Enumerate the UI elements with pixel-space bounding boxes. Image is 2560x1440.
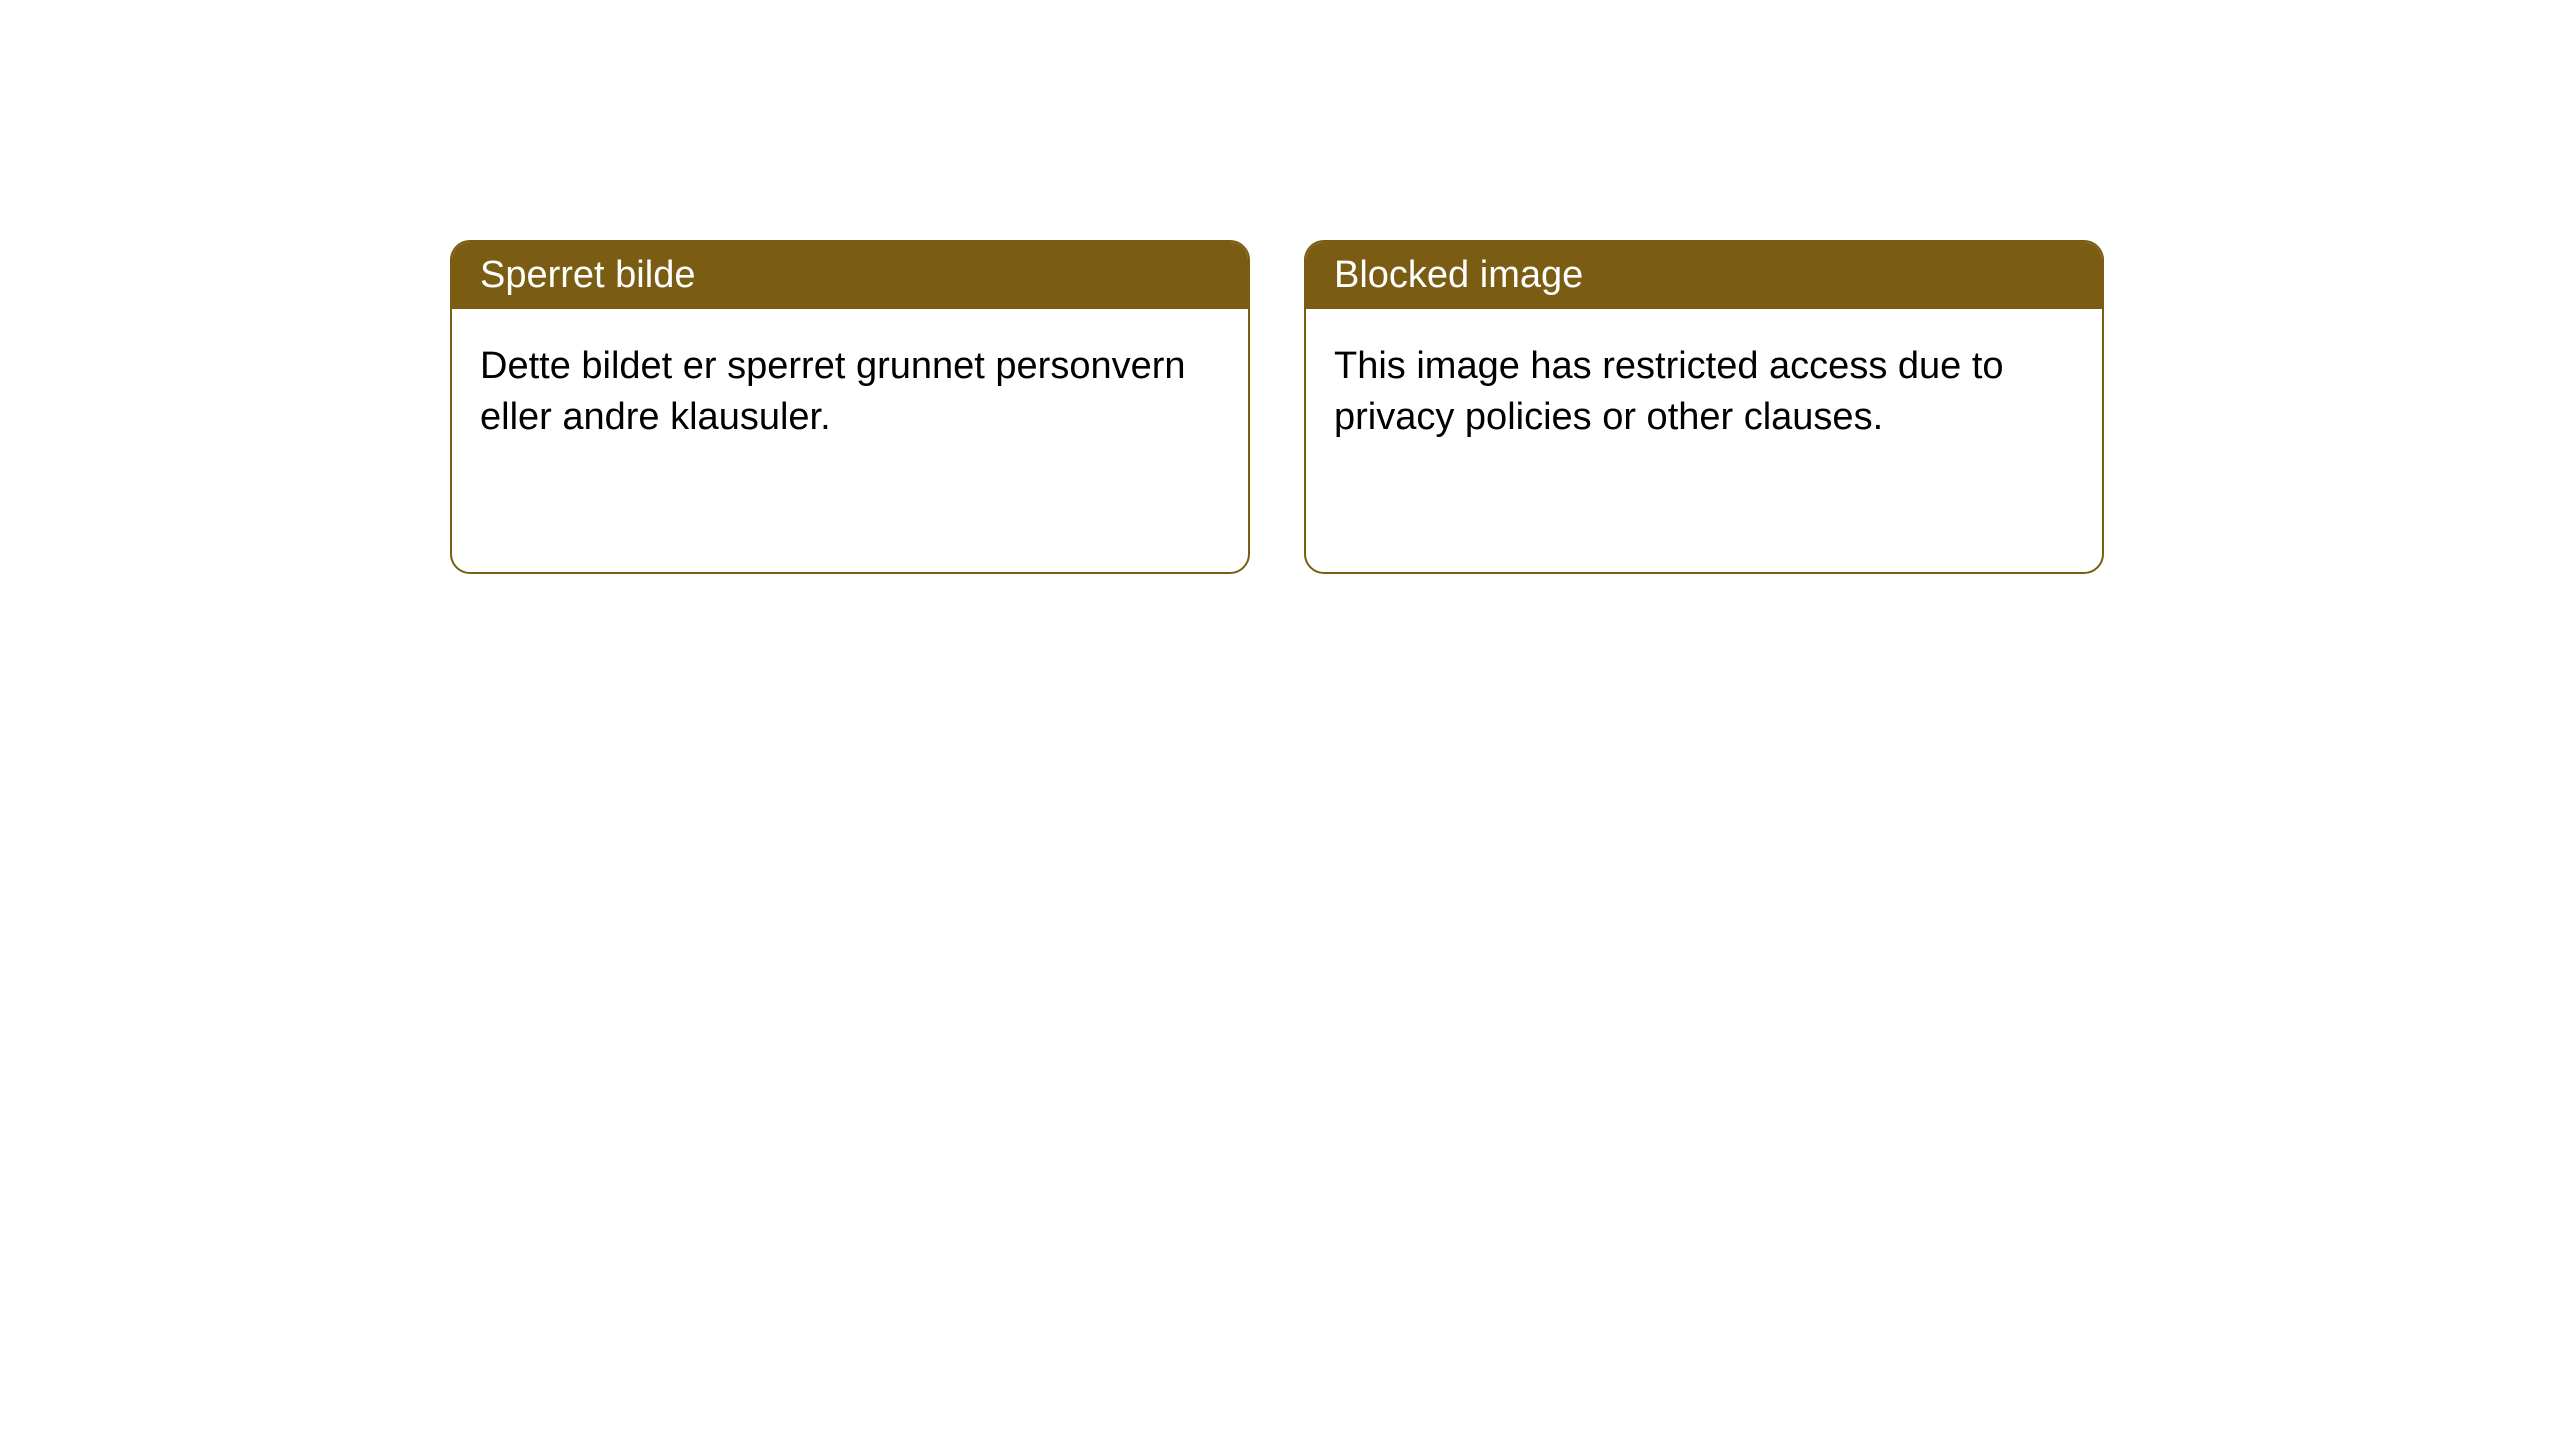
notice-cards-container: Sperret bilde Dette bildet er sperret gr… xyxy=(0,0,2560,574)
notice-header-text: Blocked image xyxy=(1334,254,1583,296)
notice-header: Sperret bilde xyxy=(452,242,1248,309)
notice-body: Dette bildet er sperret grunnet personve… xyxy=(452,309,1248,476)
notice-header-text: Sperret bilde xyxy=(480,254,695,296)
notice-header: Blocked image xyxy=(1306,242,2102,309)
notice-body-text: Dette bildet er sperret grunnet personve… xyxy=(480,345,1186,438)
notice-body: This image has restricted access due to … xyxy=(1306,309,2102,476)
notice-card-english: Blocked image This image has restricted … xyxy=(1304,240,2104,574)
notice-body-text: This image has restricted access due to … xyxy=(1334,345,2004,438)
notice-card-norwegian: Sperret bilde Dette bildet er sperret gr… xyxy=(450,240,1250,574)
